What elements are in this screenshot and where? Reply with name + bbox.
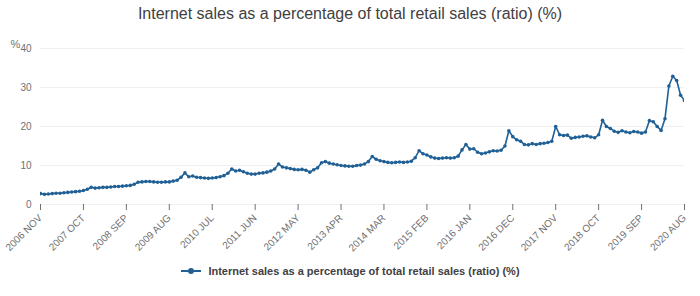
svg-text:2008 SEP: 2008 SEP xyxy=(90,212,130,252)
html-text:Internet sales as a percentage: Internet sales as a percentage of total … xyxy=(208,265,520,277)
svg-text:40: 40 xyxy=(20,43,32,54)
svg-text:2013 APR: 2013 APR xyxy=(305,212,345,252)
svg-text:2020 AUG: 2020 AUG xyxy=(648,212,689,253)
svg-text:2012 MAY: 2012 MAY xyxy=(262,212,303,253)
svg-text:10: 10 xyxy=(20,160,32,171)
svg-text:2015 FEB: 2015 FEB xyxy=(391,212,430,251)
svg-text:2006 NOV: 2006 NOV xyxy=(3,212,44,253)
svg-text:2016 JAN: 2016 JAN xyxy=(435,212,474,251)
svg-text:%: % xyxy=(11,38,21,50)
svg-text:2014 MAR: 2014 MAR xyxy=(346,212,387,253)
svg-text:2019 SEP: 2019 SEP xyxy=(606,212,646,252)
svg-text:2009 AUG: 2009 AUG xyxy=(133,212,174,253)
svg-text:2011 JUN: 2011 JUN xyxy=(220,212,259,251)
svg-text:2016 DEC: 2016 DEC xyxy=(476,212,516,252)
svg-text:30: 30 xyxy=(20,82,32,93)
svg-text:20: 20 xyxy=(20,121,32,132)
svg-text:0: 0 xyxy=(26,199,32,210)
html-text:Internet sales as a percentage: Internet sales as a percentage of total … xyxy=(137,5,563,22)
svg-text:2018 OCT: 2018 OCT xyxy=(562,212,602,252)
svg-text:2007 OCT: 2007 OCT xyxy=(47,212,87,252)
svg-text:2017 NOV: 2017 NOV xyxy=(519,212,560,253)
svg-text:2010 JUL: 2010 JUL xyxy=(178,212,216,250)
